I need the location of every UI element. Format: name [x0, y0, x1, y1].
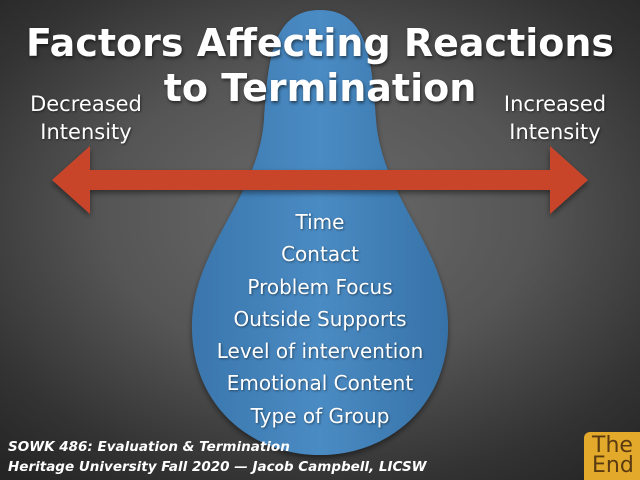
factor-item: Emotional Content	[226, 371, 414, 396]
footer-credit: Heritage University Fall 2020 — Jacob Ca…	[8, 459, 427, 475]
logo-line-1: The	[592, 433, 633, 458]
intensity-arrow	[52, 146, 588, 214]
factor-item: Problem Focus	[247, 274, 393, 299]
teardrop-shape	[191, 10, 449, 455]
the-end-logo: The End	[584, 432, 640, 480]
decreased-intensity-label: Decreased Intensity	[22, 90, 150, 146]
increased-intensity-label: Increased Intensity	[488, 90, 622, 146]
factor-item: Contact	[281, 242, 359, 267]
factor-item: Time	[295, 210, 345, 234]
slide-title-line-2: to Termination	[163, 66, 477, 110]
footer-course: SOWK 486: Evaluation & Termination	[8, 439, 290, 455]
increased-label-line-1: Increased	[503, 92, 607, 116]
factor-item: Type of Group	[250, 403, 390, 428]
slide-title-line-1: Factors Affecting Reactions	[25, 21, 615, 65]
decreased-label-line-1: Decreased	[30, 92, 142, 116]
factor-item: Outside Supports	[233, 306, 407, 331]
factor-list: Time Contact Problem Focus Outside Suppo…	[160, 206, 480, 432]
increased-label-line-2: Intensity	[509, 120, 601, 144]
factor-item: Level of intervention	[216, 339, 424, 364]
decreased-label-line-2: Intensity	[40, 120, 132, 144]
logo-line-2: End	[592, 453, 634, 478]
